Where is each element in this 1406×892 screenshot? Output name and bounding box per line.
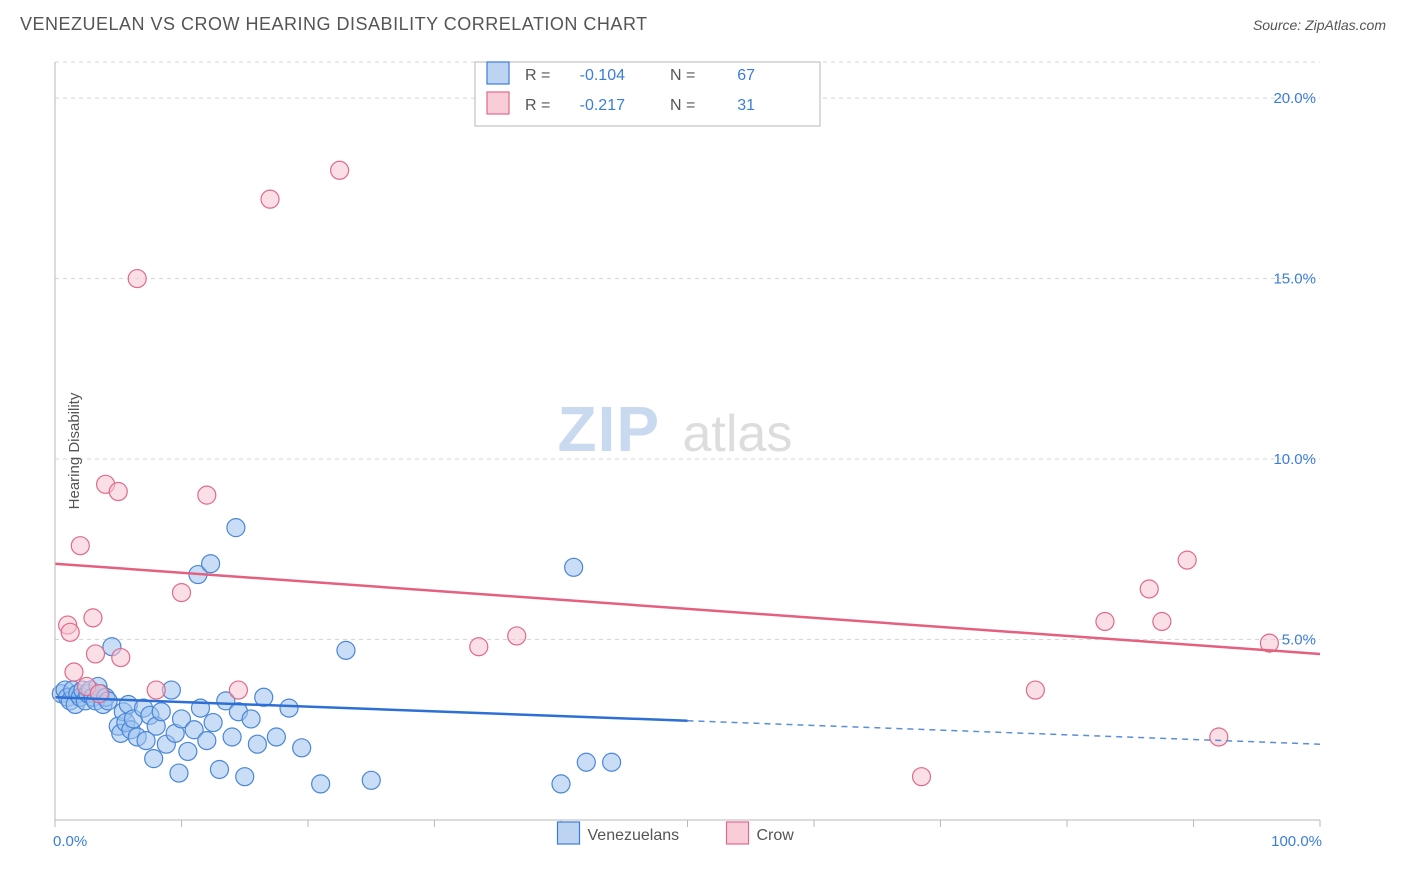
data-point xyxy=(61,623,79,641)
data-point xyxy=(470,638,488,656)
data-point xyxy=(198,486,216,504)
data-point xyxy=(109,483,127,501)
data-point xyxy=(84,609,102,627)
trend-line-crow xyxy=(55,564,1320,654)
data-point xyxy=(147,681,165,699)
data-point xyxy=(173,584,191,602)
data-point xyxy=(242,710,260,728)
y-tick-label: 20.0% xyxy=(1273,90,1316,107)
watermark-zip: ZIP xyxy=(558,393,661,465)
data-point xyxy=(1096,612,1114,630)
data-point xyxy=(331,161,349,179)
stats-r-label: R = xyxy=(525,67,550,84)
data-point xyxy=(229,681,247,699)
data-point xyxy=(362,771,380,789)
page-title: VENEZUELAN VS CROW HEARING DISABILITY CO… xyxy=(20,14,648,35)
data-point xyxy=(1153,612,1171,630)
data-point xyxy=(198,732,216,750)
data-point xyxy=(280,699,298,717)
legend-swatch xyxy=(487,62,509,84)
stats-n-label: N = xyxy=(670,67,695,84)
data-point xyxy=(86,645,104,663)
stats-r-label: R = xyxy=(525,97,550,114)
source-label: Source: xyxy=(1253,17,1305,33)
legend-label: Venezuelans xyxy=(588,827,680,844)
data-point xyxy=(337,641,355,659)
data-point xyxy=(248,735,266,753)
data-point xyxy=(1178,551,1196,569)
data-point xyxy=(71,537,89,555)
data-point xyxy=(508,627,526,645)
stats-n-value: 31 xyxy=(737,97,755,114)
data-point xyxy=(913,768,931,786)
data-point xyxy=(603,753,621,771)
data-point xyxy=(293,739,311,757)
data-point xyxy=(1140,580,1158,598)
chart-container: Hearing Disability 5.0% 10.0% 15.0% 20.0% ZI… xyxy=(20,50,1386,852)
y-axis-label: Hearing Disability xyxy=(66,393,83,510)
data-point xyxy=(202,555,220,573)
data-point xyxy=(312,775,330,793)
data-point xyxy=(236,768,254,786)
stats-r-value: -0.217 xyxy=(580,97,625,114)
data-point xyxy=(204,714,222,732)
data-point xyxy=(1026,681,1044,699)
source-value: ZipAtlas.com xyxy=(1305,17,1386,33)
x-tick-label: 0.0% xyxy=(53,833,87,850)
watermark-atlas: atlas xyxy=(683,405,793,463)
data-point xyxy=(577,753,595,771)
stats-r-value: -0.104 xyxy=(580,67,625,84)
data-point xyxy=(565,558,583,576)
legend-swatch xyxy=(727,822,749,844)
stats-n-label: N = xyxy=(670,97,695,114)
x-tick-label: 100.0% xyxy=(1271,833,1322,850)
source-attribution: Source: ZipAtlas.com xyxy=(1253,17,1386,33)
data-point xyxy=(552,775,570,793)
data-point xyxy=(261,190,279,208)
data-point xyxy=(112,649,130,667)
legend-swatch xyxy=(487,92,509,114)
y-tick-label: 10.0% xyxy=(1273,451,1316,468)
data-point xyxy=(267,728,285,746)
data-point xyxy=(1210,728,1228,746)
data-point xyxy=(65,663,83,681)
data-point xyxy=(152,703,170,721)
data-point xyxy=(128,270,146,288)
data-point xyxy=(227,519,245,537)
y-tick-label: 5.0% xyxy=(1282,632,1316,649)
correlation-scatter-chart: 5.0% 10.0% 15.0% 20.0% ZIP atlas 0.0% 100.0% R =… xyxy=(20,50,1340,852)
data-point xyxy=(145,750,163,768)
data-point xyxy=(223,728,241,746)
legend-swatch xyxy=(558,822,580,844)
legend-label: Crow xyxy=(757,827,795,844)
data-point xyxy=(210,760,228,778)
data-point xyxy=(179,742,197,760)
y-tick-label: 15.0% xyxy=(1273,271,1316,288)
data-point xyxy=(170,764,188,782)
stats-n-value: 67 xyxy=(737,67,755,84)
